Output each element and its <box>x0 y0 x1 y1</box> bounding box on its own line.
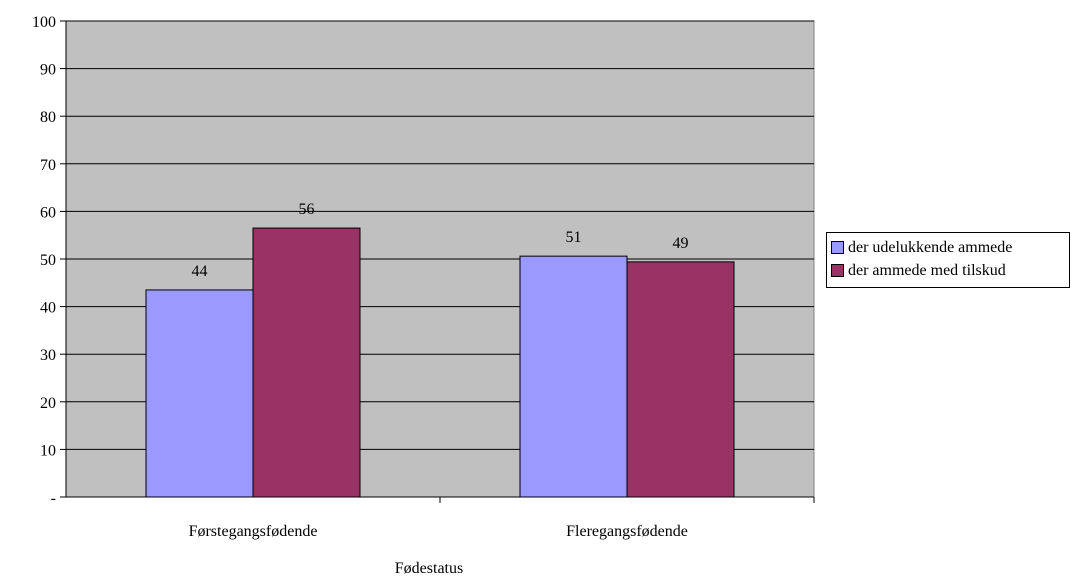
x-tick-label: Førstegangsfødende <box>189 523 318 540</box>
bar-value-label: 51 <box>566 229 582 246</box>
y-tick-label: 30 <box>40 347 56 364</box>
y-tick-label: 60 <box>40 204 56 221</box>
y-tick-label: - <box>51 490 56 507</box>
x-axis-title: Fødestatus <box>394 560 464 577</box>
y-tick-label: 40 <box>40 300 56 317</box>
bar-value-label: 56 <box>299 201 315 218</box>
legend: der udelukkende ammede der ammede med ti… <box>826 232 1070 288</box>
y-tick-label: 20 <box>40 395 56 412</box>
bar <box>252 227 361 498</box>
bar <box>145 289 254 498</box>
legend-swatch-series-1 <box>831 241 844 254</box>
legend-swatch-series-2 <box>831 264 844 277</box>
y-tick-label: 100 <box>32 14 56 31</box>
bar <box>519 255 628 498</box>
y-tick-label: 10 <box>40 442 56 459</box>
x-tick-label: Fleregangsfødende <box>566 523 688 540</box>
legend-item-series-2: der ammede med tilskud <box>831 259 1069 282</box>
legend-label-series-1: der udelukkende ammede <box>848 238 1013 256</box>
bar <box>626 261 735 498</box>
y-tick-label: 50 <box>40 252 56 269</box>
y-tick-label: 80 <box>40 109 56 126</box>
bar-value-label: 44 <box>192 263 208 280</box>
y-tick-label: 90 <box>40 62 56 79</box>
legend-label-series-2: der ammede med tilskud <box>848 261 1006 279</box>
y-tick-label: 70 <box>40 157 56 174</box>
bar-value-label: 49 <box>673 235 689 252</box>
legend-item-series-1: der udelukkende ammede <box>831 236 1069 259</box>
